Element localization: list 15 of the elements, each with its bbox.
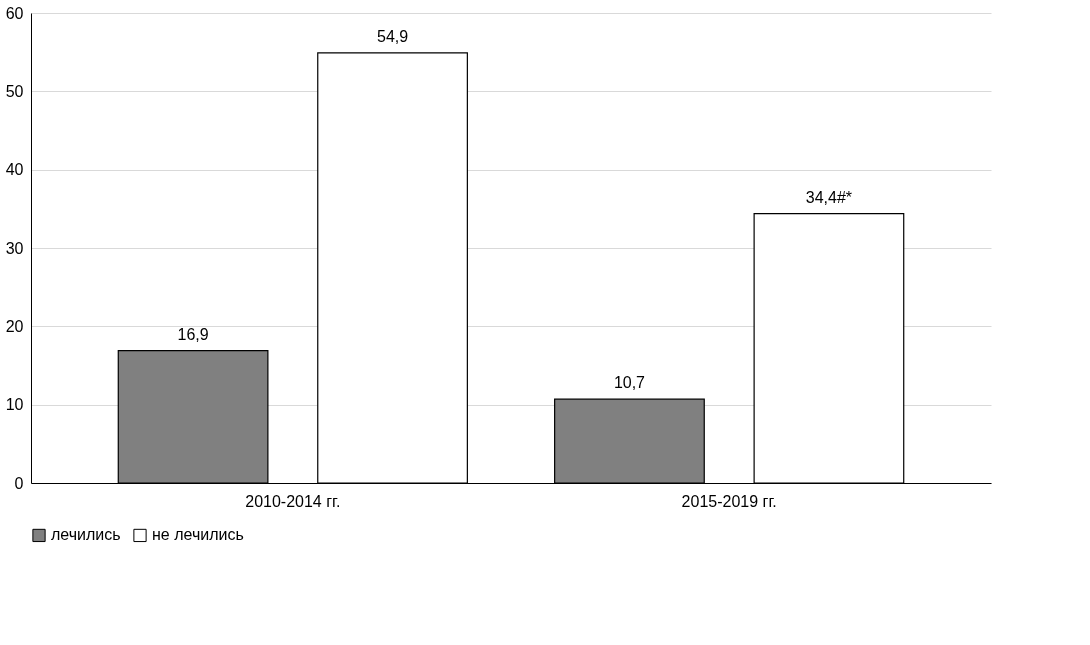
data-label: 10,7 bbox=[613, 374, 646, 392]
y-tick-label: 50 bbox=[5, 82, 24, 100]
legend-label: лечились bbox=[51, 526, 121, 544]
y-tick-label: 0 bbox=[14, 474, 24, 492]
y-tick-label: 40 bbox=[5, 161, 24, 179]
y-tick-label: 10 bbox=[5, 396, 24, 414]
data-label: 16,9 bbox=[177, 325, 209, 343]
legend-label: не лечились bbox=[152, 526, 244, 544]
x-tick-label: 2015-2019 гг. bbox=[681, 492, 777, 510]
data-label: 54,9 bbox=[376, 27, 409, 45]
y-tick-label: 20 bbox=[5, 317, 24, 335]
x-tick-label: 2010-2014 гг. bbox=[245, 492, 341, 510]
y-tick-label: 30 bbox=[5, 239, 24, 257]
data-label: 34,4#* bbox=[805, 188, 853, 206]
y-tick-label: 60 bbox=[5, 4, 24, 22]
